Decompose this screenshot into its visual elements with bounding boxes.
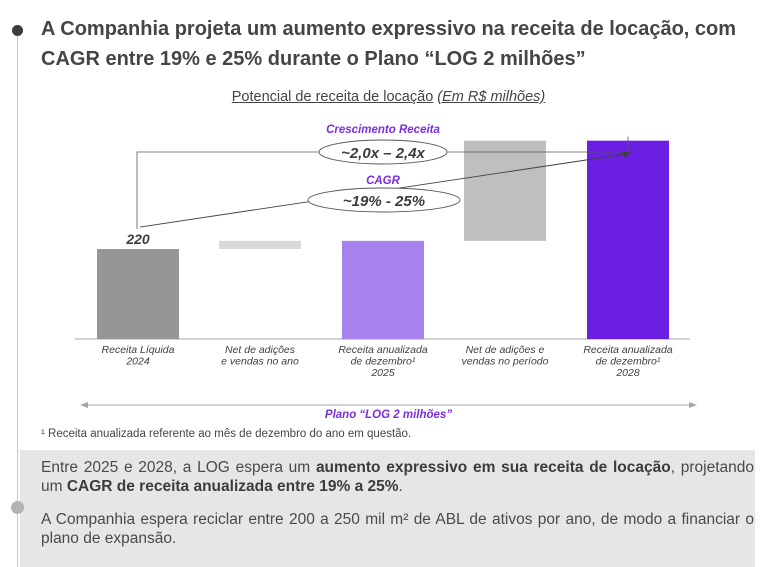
- category-label: Net de adições: [225, 344, 296, 356]
- category-label: 2028: [615, 367, 640, 379]
- plano-label: Plano “LOG 2 milhões”: [324, 409, 453, 421]
- bar: [464, 140, 546, 241]
- category-label: e vendas no ano: [221, 356, 299, 368]
- data-label: 220: [125, 231, 150, 247]
- footnote: ¹ Receita anualizada referente ao mês de…: [41, 428, 412, 440]
- category-label: Receita anualizada: [338, 344, 427, 356]
- left-timeline-line: [17, 30, 18, 567]
- category-label: de dezembro¹: [351, 356, 416, 368]
- category-label: Receita Líquida: [102, 344, 175, 356]
- summary-paragraph-2: A Companhia espera reciclar entre 200 a …: [41, 511, 754, 547]
- cagr-title: CAGR: [366, 175, 401, 187]
- summary-box: [20, 450, 755, 567]
- waterfall-chart: 220 Crescimento Receita ~2,0x – 2,4x CAGR ~1…: [75, 124, 697, 408]
- headline: A Companhia projeta um aumento expressiv…: [41, 18, 737, 70]
- category-label: vendas no período: [462, 356, 549, 368]
- arrowhead-icon: [689, 402, 697, 408]
- category-label: de dezembro¹: [596, 356, 661, 368]
- growth-ellipse: [318, 139, 448, 165]
- cagr-value: ~19% - 25%: [343, 193, 425, 210]
- bullet-icon: [11, 501, 24, 514]
- summary-paragraph-1: Entre 2025 e 2028, a LOG espera um aumen…: [41, 459, 754, 495]
- growth-value: ~2,0x – 2,4x: [341, 145, 425, 162]
- chart-title: Potencial de receita de locação (Em R$ m…: [0, 89, 777, 105]
- category-label: 2024: [125, 356, 150, 368]
- category-label: Net de adições e: [466, 344, 545, 356]
- bar: [587, 140, 669, 339]
- bar: [219, 240, 301, 250]
- arrowhead-icon: [80, 402, 88, 408]
- chart-title-text: Potencial de receita de locação: [231, 89, 434, 105]
- bar: [342, 240, 424, 339]
- category-label: Receita anualizada: [583, 344, 672, 356]
- bullet-icon: [12, 25, 23, 36]
- arrowhead-icon: [622, 151, 631, 158]
- cagr-ellipse: [307, 187, 461, 213]
- growth-title: Crescimento Receita: [326, 124, 440, 136]
- bar: [97, 249, 179, 339]
- chart-title-unit: (Em R$ milhões): [437, 89, 546, 105]
- category-label: 2025: [370, 367, 395, 379]
